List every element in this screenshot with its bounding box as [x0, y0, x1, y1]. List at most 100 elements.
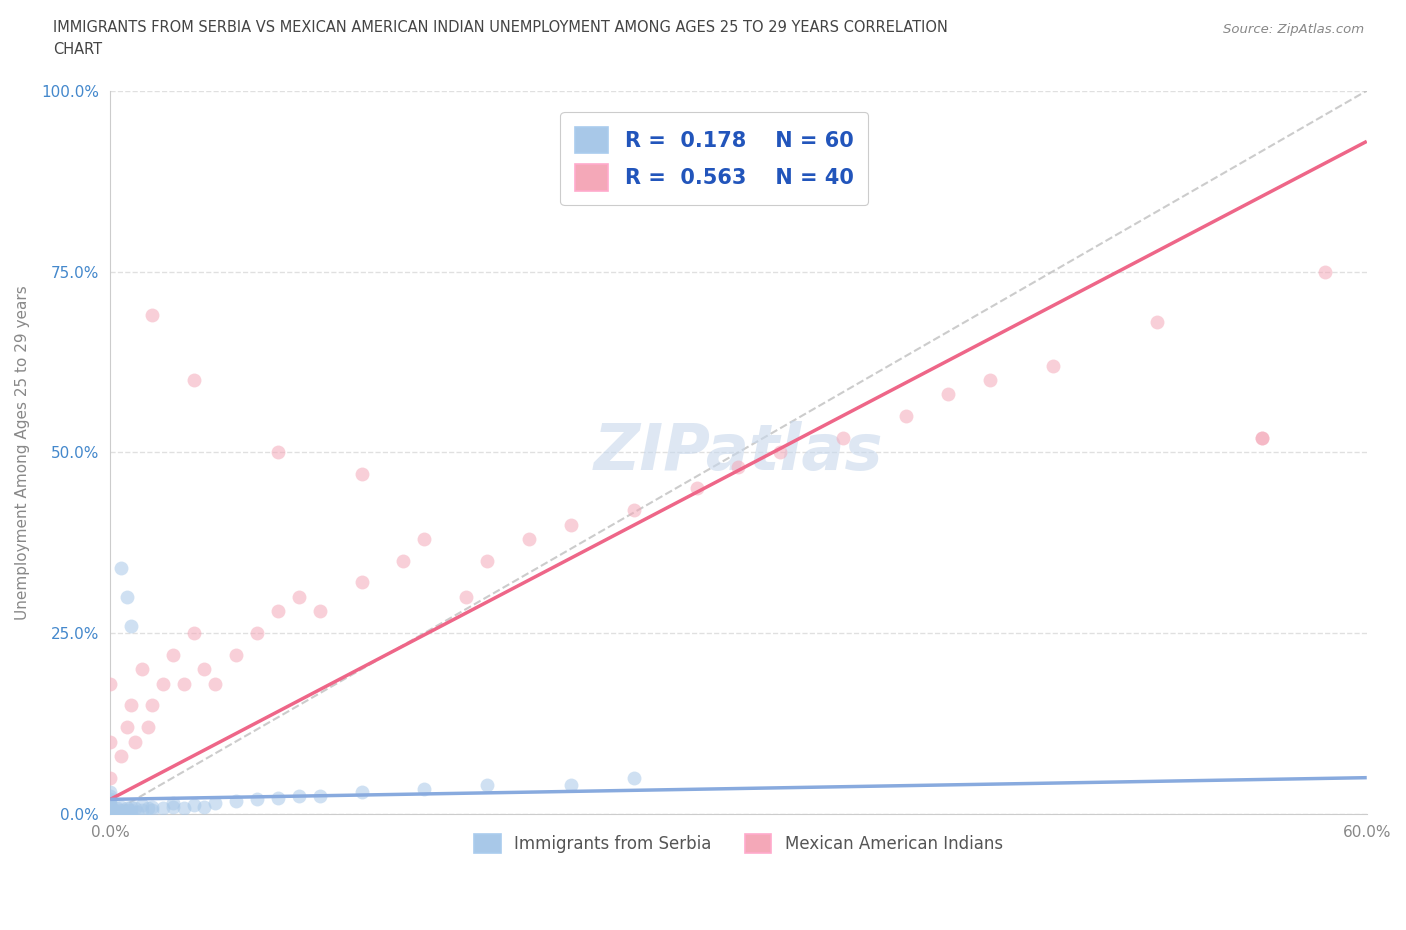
Point: [98, 793, 121, 808]
Point: [98, 734, 121, 749]
Point: [623, 503, 645, 518]
Point: [110, 804, 132, 819]
Point: [308, 604, 330, 618]
Point: [98, 801, 121, 816]
Point: [98, 799, 121, 814]
Point: [727, 459, 749, 474]
Text: IMMIGRANTS FROM SERBIA VS MEXICAN AMERICAN INDIAN UNEMPLOYMENT AMONG AGES 25 TO : IMMIGRANTS FROM SERBIA VS MEXICAN AMERIC…: [53, 20, 948, 35]
Point: [152, 676, 174, 691]
Y-axis label: Unemployment Among Ages 25 to 29 years: Unemployment Among Ages 25 to 29 years: [15, 285, 30, 619]
Point: [120, 803, 142, 817]
Point: [225, 647, 247, 662]
Point: [183, 373, 205, 388]
Point: [103, 806, 125, 821]
Point: [350, 467, 373, 482]
Point: [225, 793, 247, 808]
Text: Source: ZipAtlas.com: Source: ZipAtlas.com: [1223, 23, 1364, 36]
Point: [560, 777, 582, 792]
Point: [1042, 358, 1064, 373]
Point: [141, 799, 163, 814]
Legend: Immigrants from Serbia, Mexican American Indians: Immigrants from Serbia, Mexican American…: [467, 828, 1010, 859]
Point: [98, 770, 121, 785]
Point: [120, 698, 142, 712]
Point: [110, 561, 132, 576]
Point: [246, 792, 269, 807]
Point: [114, 805, 136, 820]
Point: [623, 770, 645, 785]
Point: [107, 806, 129, 821]
Point: [115, 801, 138, 816]
Point: [204, 676, 226, 691]
Point: [136, 801, 159, 816]
Point: [267, 604, 290, 618]
Point: [350, 575, 373, 590]
Point: [685, 481, 707, 496]
Point: [98, 806, 121, 821]
Point: [141, 308, 163, 323]
Point: [173, 676, 195, 691]
Point: [392, 553, 415, 568]
Point: [894, 408, 917, 423]
Point: [98, 806, 121, 821]
Point: [267, 445, 290, 459]
Point: [103, 803, 125, 817]
Point: [413, 781, 436, 796]
Point: [98, 799, 121, 814]
Point: [115, 590, 138, 604]
Point: [98, 792, 121, 807]
Point: [105, 801, 128, 816]
Point: [1313, 264, 1336, 279]
Point: [118, 803, 141, 817]
Point: [98, 803, 121, 817]
Point: [1251, 431, 1274, 445]
Point: [246, 626, 269, 641]
Point: [131, 798, 153, 813]
Point: [124, 734, 146, 749]
Point: [120, 806, 142, 821]
Point: [204, 795, 226, 810]
Point: [517, 532, 540, 547]
Point: [110, 799, 132, 814]
Point: [127, 804, 149, 819]
Point: [98, 806, 121, 821]
Point: [131, 662, 153, 677]
Point: [98, 789, 121, 804]
Point: [98, 798, 121, 813]
Point: [1251, 431, 1274, 445]
Point: [98, 801, 121, 816]
Point: [413, 532, 436, 547]
Point: [193, 799, 215, 814]
Point: [98, 795, 121, 810]
Point: [477, 553, 499, 568]
Point: [287, 789, 309, 804]
Point: [105, 805, 128, 820]
Text: ZIPatlas: ZIPatlas: [593, 421, 883, 484]
Point: [120, 799, 142, 814]
Point: [287, 590, 309, 604]
Point: [350, 785, 373, 800]
Point: [98, 803, 121, 817]
Point: [936, 387, 959, 402]
Point: [98, 806, 121, 821]
Point: [141, 698, 163, 712]
Point: [152, 801, 174, 816]
Point: [98, 806, 121, 821]
Point: [832, 431, 855, 445]
Point: [98, 785, 121, 800]
Point: [115, 806, 138, 821]
Point: [183, 626, 205, 641]
Point: [162, 795, 184, 810]
Point: [111, 803, 134, 817]
Point: [110, 749, 132, 764]
Point: [560, 517, 582, 532]
Point: [107, 803, 129, 817]
Point: [477, 777, 499, 792]
Point: [136, 720, 159, 735]
Point: [98, 676, 121, 691]
Point: [173, 801, 195, 816]
Point: [98, 806, 121, 821]
Point: [162, 647, 184, 662]
Point: [267, 790, 290, 805]
Text: CHART: CHART: [53, 42, 103, 57]
Point: [98, 806, 121, 821]
